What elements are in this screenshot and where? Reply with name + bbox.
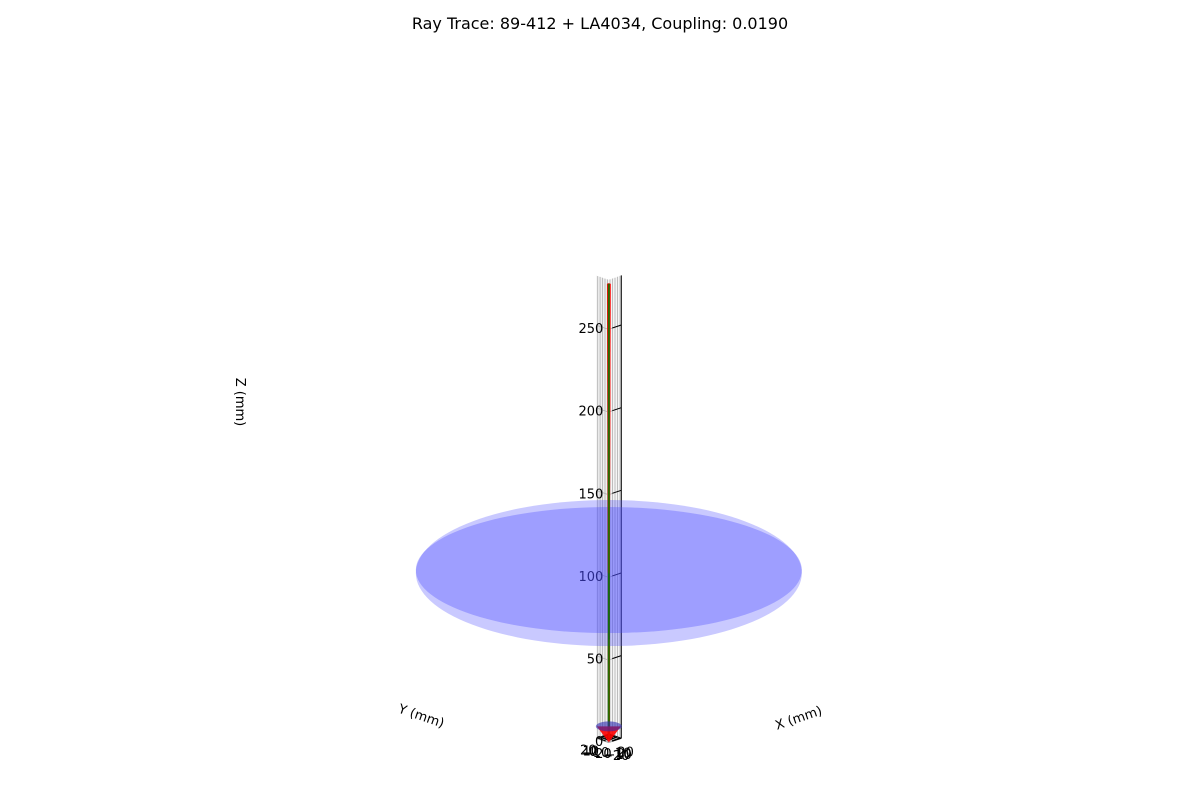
plot-area xyxy=(415,283,802,743)
z-tick-label: 250 xyxy=(578,322,603,337)
chart-title: Ray Trace: 89-412 + LA4034, Coupling: 0.… xyxy=(412,14,788,33)
y-tick-label: −10 xyxy=(582,746,609,761)
z-tick xyxy=(612,737,622,742)
x-tick-label: 20 xyxy=(617,745,634,760)
z-tick xyxy=(612,572,622,577)
x-tick-label: 10 xyxy=(615,746,632,761)
z-tick-label: 50 xyxy=(587,653,604,668)
z-tick-label: 0 xyxy=(595,735,603,750)
z-tick xyxy=(612,324,622,329)
z-tick-label: 150 xyxy=(578,487,603,502)
source-disc xyxy=(595,721,622,732)
z-tick-label: 200 xyxy=(578,405,603,420)
y-tick-label: −20 xyxy=(584,747,611,762)
x-tick-label: 0 xyxy=(617,747,625,762)
x-axis-label: X (mm) xyxy=(773,704,824,734)
z-tick-label: 100 xyxy=(578,570,603,585)
y-tick-label: 20 xyxy=(580,743,597,758)
z-tick xyxy=(612,655,622,660)
x-tick xyxy=(597,737,606,742)
y-tick xyxy=(611,737,621,742)
z-tick xyxy=(612,489,622,494)
y-tick-label: 0 xyxy=(589,745,597,760)
x-tick-label: −10 xyxy=(604,748,631,763)
x-tick-label: −20 xyxy=(602,749,629,764)
z-axis-label: Z (mm) xyxy=(232,378,247,427)
y-tick-label: 10 xyxy=(582,744,599,759)
z-tick xyxy=(612,407,622,412)
y-axis-label: Y (mm) xyxy=(395,702,446,732)
